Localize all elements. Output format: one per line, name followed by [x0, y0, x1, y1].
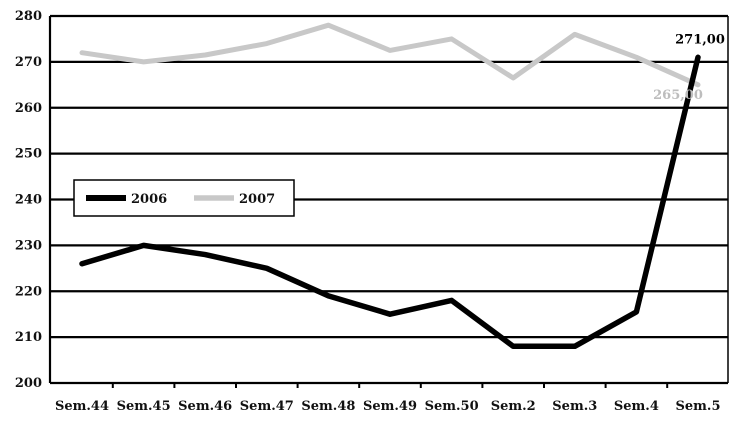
x-axis-ticks: Sem.44 Sem.45 Sem.46 Sem.47 Sem.48 Sem.49 Sem.…: [55, 383, 721, 414]
data-label-2006: 271,00: [675, 32, 725, 47]
axes: [48, 16, 729, 385]
y-tick-label: 260: [15, 101, 42, 116]
data-labels: 271,00 265,00: [653, 32, 725, 103]
y-tick-label: 220: [15, 284, 42, 299]
gridlines: [50, 14, 728, 339]
x-tick-label: Sem.50: [425, 399, 479, 414]
data-label-2007: 265,00: [653, 88, 703, 103]
x-tick-label: Sem.2: [491, 399, 536, 414]
x-tick-label: Sem.44: [55, 399, 109, 414]
legend: 2006 2007: [73, 179, 295, 217]
series-lines: [79, 22, 701, 350]
x-tick-label: Sem.45: [117, 399, 171, 414]
y-axis-ticks: 200 210 220 230 240 250 260 270 280: [15, 9, 42, 391]
y-tick-label: 210: [15, 330, 42, 345]
y-tick-label: 250: [15, 147, 42, 162]
series-line-2006: [79, 54, 701, 350]
y-tick-label: 280: [15, 9, 42, 24]
legend-label-2007: 2007: [239, 192, 275, 207]
x-tick-label: Sem.48: [301, 399, 355, 414]
x-tick-label: Sem.5: [676, 399, 721, 414]
legend-label-2006: 2006: [131, 192, 167, 207]
x-tick-label: Sem.46: [178, 399, 232, 414]
series-line-2007: [79, 22, 701, 88]
y-tick-label: 200: [15, 376, 42, 391]
y-tick-label: 230: [15, 238, 42, 253]
x-tick-label: Sem.47: [240, 399, 294, 414]
y-tick-label: 240: [15, 193, 42, 208]
y-tick-label: 270: [15, 55, 42, 70]
x-tick-label: Sem.3: [552, 399, 597, 414]
x-tick-label: Sem.4: [614, 399, 659, 414]
x-tick-label: Sem.49: [363, 399, 417, 414]
